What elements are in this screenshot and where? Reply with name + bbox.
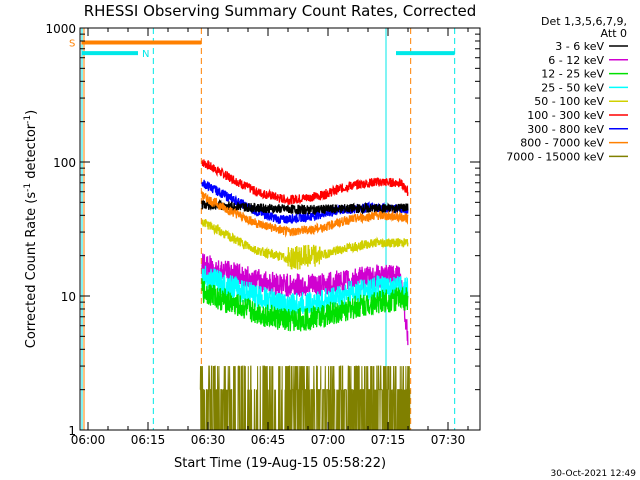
x-tick-label: 06:45: [251, 433, 286, 447]
y-label-end: ): [24, 110, 39, 115]
chart-title: RHESSI Observing Summary Count Rates, Co…: [84, 2, 477, 20]
series-line-2: [201, 198, 409, 216]
flag-label-n: N: [142, 49, 149, 60]
x-tick-label: 06:30: [191, 433, 226, 447]
legend-entry-label: 7000 - 15000 keV: [506, 150, 604, 163]
render-timestamp: 30-Oct-2021 12:49: [551, 469, 637, 479]
legend-entry-label: 6 - 12 keV: [548, 54, 604, 67]
y-tick-label: 1: [68, 424, 76, 438]
y-tick-label: 1000: [45, 22, 76, 36]
y-label-main: Corrected Count Rate (s: [24, 192, 39, 349]
series-line-4: [201, 219, 409, 270]
legend-entry-label: 800 - 7000 keV: [520, 137, 604, 150]
series-line-6: [201, 265, 409, 317]
series-line-7: [201, 278, 409, 332]
series-line-0: [201, 159, 409, 205]
x-axis-label: Start Time (19-Aug-15 05:58:22): [174, 456, 386, 471]
x-tick-label: 07:00: [311, 433, 346, 447]
y-axis-label: Corrected Count Rate (s-1 detector-1): [23, 110, 39, 348]
flag-label-s: S: [69, 38, 75, 49]
x-tick-label: 07:30: [431, 433, 466, 447]
x-tick-label: 07:15: [371, 433, 406, 447]
y-tick-label: 10: [61, 290, 76, 304]
y-label-mid: detector: [24, 123, 39, 183]
x-axis-ticks: 06:00 06:15 06:30 06:45 07:00 07:15 07:30: [71, 28, 469, 447]
x-tick-label: 06:00: [71, 433, 106, 447]
legend-entry-label: 12 - 25 keV: [541, 68, 604, 81]
x-tick-label: 06:15: [131, 433, 166, 447]
legend-entry-label: 100 - 300 keV: [527, 109, 604, 122]
y-label-sup1: -1: [23, 183, 33, 192]
legend-entry-label: 300 - 800 keV: [527, 123, 604, 136]
legend-entry-label: 50 - 100 keV: [534, 95, 604, 108]
plot-frame: [79, 27, 481, 431]
y-axis-ticks: 1 10 100 1000: [45, 22, 480, 438]
legend-entry-label: 25 - 50 keV: [541, 81, 604, 94]
plot-area: SN: [69, 28, 456, 431]
legend-header: Att 0: [601, 27, 627, 40]
y-label-sup2: -1: [23, 115, 33, 124]
legend-entry-label: 3 - 6 keV: [555, 40, 604, 53]
series-line-3: [201, 191, 409, 238]
y-tick-label: 100: [53, 156, 76, 170]
legend-header: Det 1,3,5,6,7,9,: [541, 15, 627, 28]
